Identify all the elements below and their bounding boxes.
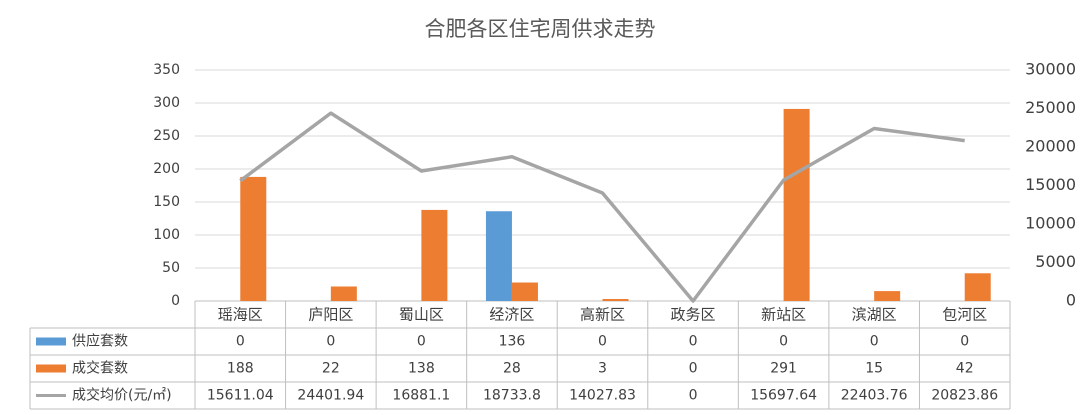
table-cell: 22 <box>322 361 340 377</box>
table-cell: 3 <box>598 361 607 377</box>
line <box>239 111 965 303</box>
x-tick-label: 政务区 <box>671 306 716 324</box>
legend-key <box>36 364 66 373</box>
y-tick-label: 100 <box>153 227 180 243</box>
y-tick-label: 350 <box>153 62 180 78</box>
legend-label: 供应套数 <box>72 333 128 350</box>
table-cell: 0 <box>779 334 788 350</box>
bar <box>964 273 991 301</box>
table-cell: 0 <box>960 334 969 350</box>
x-tick-label: 新站区 <box>761 306 806 324</box>
bar <box>330 286 357 301</box>
x-tick-label: 滨湖区 <box>852 306 897 324</box>
y-tick-label: 150 <box>153 194 180 210</box>
x-tick-label: 包河区 <box>942 306 987 324</box>
table-cell: 22403.76 <box>841 388 908 404</box>
bar <box>874 291 901 301</box>
y-tick-label: 0 <box>171 293 180 309</box>
y2-tick-label: 5000 <box>1035 252 1076 271</box>
x-tick-label: 瑶海区 <box>218 306 263 324</box>
table-cell: 28 <box>503 361 521 377</box>
table-cell: 136 <box>499 334 526 350</box>
table-cell: 24401.94 <box>297 388 364 404</box>
bar <box>511 282 538 301</box>
table-cell: 14027.83 <box>569 388 636 404</box>
x-tick-label: 蜀山区 <box>399 306 444 324</box>
y-tick-label: 300 <box>153 95 180 111</box>
table-cell: 16881.1 <box>392 388 450 404</box>
table-cell: 0 <box>326 334 335 350</box>
x-tick-label: 庐阳区 <box>308 306 353 324</box>
x-tick-label: 经济区 <box>489 306 534 324</box>
legend-label: 成交均价(元/㎡) <box>72 387 172 404</box>
y-tick-label: 50 <box>162 260 180 276</box>
y2-tick-label: 30000 <box>1025 60 1076 79</box>
table-cell: 291 <box>770 361 797 377</box>
table-cell: 42 <box>956 361 974 377</box>
bar <box>602 299 629 301</box>
y2-tick-label: 15000 <box>1025 175 1076 194</box>
table-cell: 0 <box>689 388 698 404</box>
chart-title: 合肥各区住宅周供求走势 <box>425 17 656 41</box>
y2-tick-label: 0 <box>1066 291 1076 310</box>
table-cell: 20823.86 <box>931 388 998 404</box>
table-cell: 15697.64 <box>750 388 817 404</box>
y2-tick-label: 25000 <box>1025 98 1076 117</box>
table-cell: 15 <box>865 361 883 377</box>
table-cell: 0 <box>417 334 426 350</box>
y2-tick-label: 20000 <box>1025 137 1076 156</box>
table-cell: 0 <box>236 334 245 350</box>
y-tick-label: 200 <box>153 161 180 177</box>
bar <box>485 211 512 301</box>
y2-tick-label: 10000 <box>1025 214 1076 233</box>
table-cell: 188 <box>227 361 254 377</box>
bar <box>421 209 448 301</box>
y-tick-label: 250 <box>153 128 180 144</box>
table-cell: 0 <box>689 334 698 350</box>
table-cell: 18733.8 <box>483 388 541 404</box>
x-tick-label: 高新区 <box>580 306 625 324</box>
table-cell: 0 <box>689 361 698 377</box>
bar <box>240 176 267 301</box>
legend-label: 成交套数 <box>72 360 128 377</box>
table-cell: 0 <box>870 334 879 350</box>
bar <box>783 108 810 301</box>
legend-key <box>36 337 66 346</box>
table-cell: 15611.04 <box>207 388 274 404</box>
table-cell: 138 <box>408 361 435 377</box>
table-cell: 0 <box>598 334 607 350</box>
